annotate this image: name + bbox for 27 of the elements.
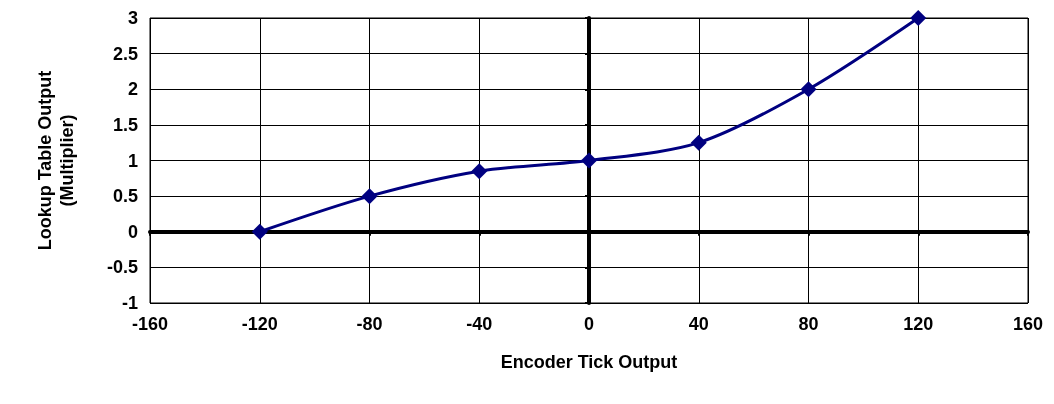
y-tick-label: 3 bbox=[127, 8, 138, 28]
x-tick-label: -80 bbox=[356, 314, 383, 334]
y-tick-label: 0.5 bbox=[112, 186, 138, 207]
x-tick-label: 0 bbox=[583, 314, 595, 334]
point bbox=[471, 163, 488, 180]
y-tick-label: -0.5 bbox=[106, 257, 138, 278]
point bbox=[800, 81, 817, 98]
x-tick-label: 80 bbox=[798, 314, 819, 334]
y-tick-label: 0 bbox=[127, 221, 138, 242]
point bbox=[251, 223, 268, 240]
x-axis-title: Encoder Tick Output bbox=[500, 352, 678, 372]
y-tick-label: 2.5 bbox=[112, 43, 138, 64]
y-axis-title: Lookup Table Output (Multiplier) bbox=[35, 70, 77, 251]
x-tick-label: -160 bbox=[131, 314, 169, 334]
x-tick-label: 160 bbox=[1012, 314, 1044, 334]
x-tick-label: 120 bbox=[903, 314, 934, 334]
x-tick-label: -120 bbox=[241, 314, 278, 334]
y-tick-label: 2 bbox=[127, 79, 138, 100]
x-tick-label: 40 bbox=[688, 314, 709, 334]
y-tick-label: -1 bbox=[121, 293, 138, 313]
point bbox=[690, 134, 707, 151]
y-tick-label: 1 bbox=[127, 150, 138, 171]
x-tick-label: -40 bbox=[466, 314, 493, 334]
y-tick-label: 1.5 bbox=[112, 114, 138, 135]
point bbox=[910, 10, 927, 26]
point bbox=[581, 152, 597, 169]
point bbox=[361, 188, 378, 205]
